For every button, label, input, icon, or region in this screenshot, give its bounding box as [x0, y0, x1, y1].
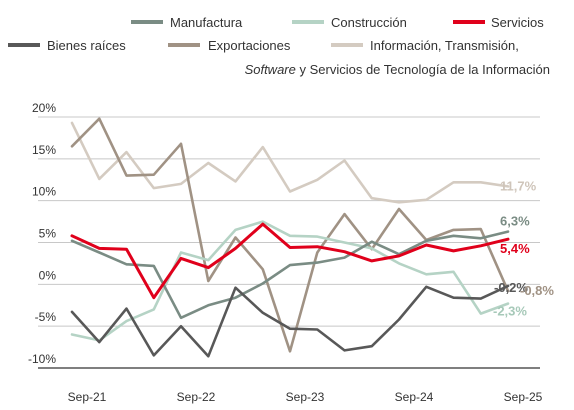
series-line-1: [70, 220, 510, 342]
series-line-4: [70, 117, 510, 353]
y-tick-label: 5%: [39, 227, 57, 241]
y-tick-label: -5%: [35, 310, 57, 324]
legend-item-construccion: Construcción: [292, 15, 407, 30]
end-label-2: 5,4%: [500, 241, 530, 256]
legend: Manufactura Construcción Servicios Biene…: [8, 15, 550, 77]
x-tick-label: Sep-25: [504, 390, 543, 404]
series-line-3: [70, 284, 510, 358]
legend-item-bienes-raices: Bienes raíces: [8, 38, 126, 53]
series-line-2: [70, 222, 510, 300]
legend-label-exportaciones: Exportaciones: [208, 38, 291, 53]
legend-item-servicios: Servicios: [453, 15, 544, 30]
end-label-1: -2,3%: [493, 304, 527, 319]
series-line-0: [70, 230, 510, 320]
series-lines: [70, 117, 510, 358]
legend-label-construccion: Construcción: [331, 15, 407, 30]
legend-item-exportaciones: Exportaciones: [168, 38, 291, 53]
y-axis-ticks: 20% 15% 10% 5% 0% -5% -10%: [28, 101, 56, 366]
legend-item-informacion: Información, Transmisión, Software y Ser…: [245, 38, 550, 77]
x-tick-label: Sep-21: [68, 390, 107, 404]
end-label-5: 11,7%: [500, 178, 537, 193]
series-line-5: [70, 121, 510, 204]
end-label-3: -0,2%: [494, 280, 528, 295]
x-axis-ticks: Sep-21 Sep-22 Sep-23 Sep-24 Sep-25: [68, 390, 543, 404]
legend-label-servicios: Servicios: [491, 15, 544, 30]
legend-label-bienes-raices: Bienes raíces: [47, 38, 126, 53]
y-tick-label: -10%: [28, 352, 56, 366]
x-tick-label: Sep-23: [286, 390, 325, 404]
gridlines: [38, 116, 540, 369]
legend-label-informacion-line1: Información, Transmisión,: [370, 38, 519, 53]
end-labels: 6,3% -2,3% 5,4% -0,2%-0,8% 11,7%: [493, 178, 554, 318]
end-label-0: 6,3%: [500, 214, 530, 229]
legend-item-manufactura: Manufactura: [131, 15, 243, 30]
y-tick-label: 20%: [32, 101, 56, 115]
x-tick-label: Sep-24: [395, 390, 434, 404]
y-tick-label: 0%: [39, 268, 57, 282]
y-tick-label: 10%: [32, 185, 56, 199]
legend-label-informacion-line2: Software y Servicios de Tecnología de la…: [245, 62, 550, 77]
y-tick-label: 15%: [32, 143, 56, 157]
legend-label-manufactura: Manufactura: [170, 15, 243, 30]
x-tick-label: Sep-22: [177, 390, 216, 404]
end-label-4: -0,8%: [520, 283, 554, 298]
